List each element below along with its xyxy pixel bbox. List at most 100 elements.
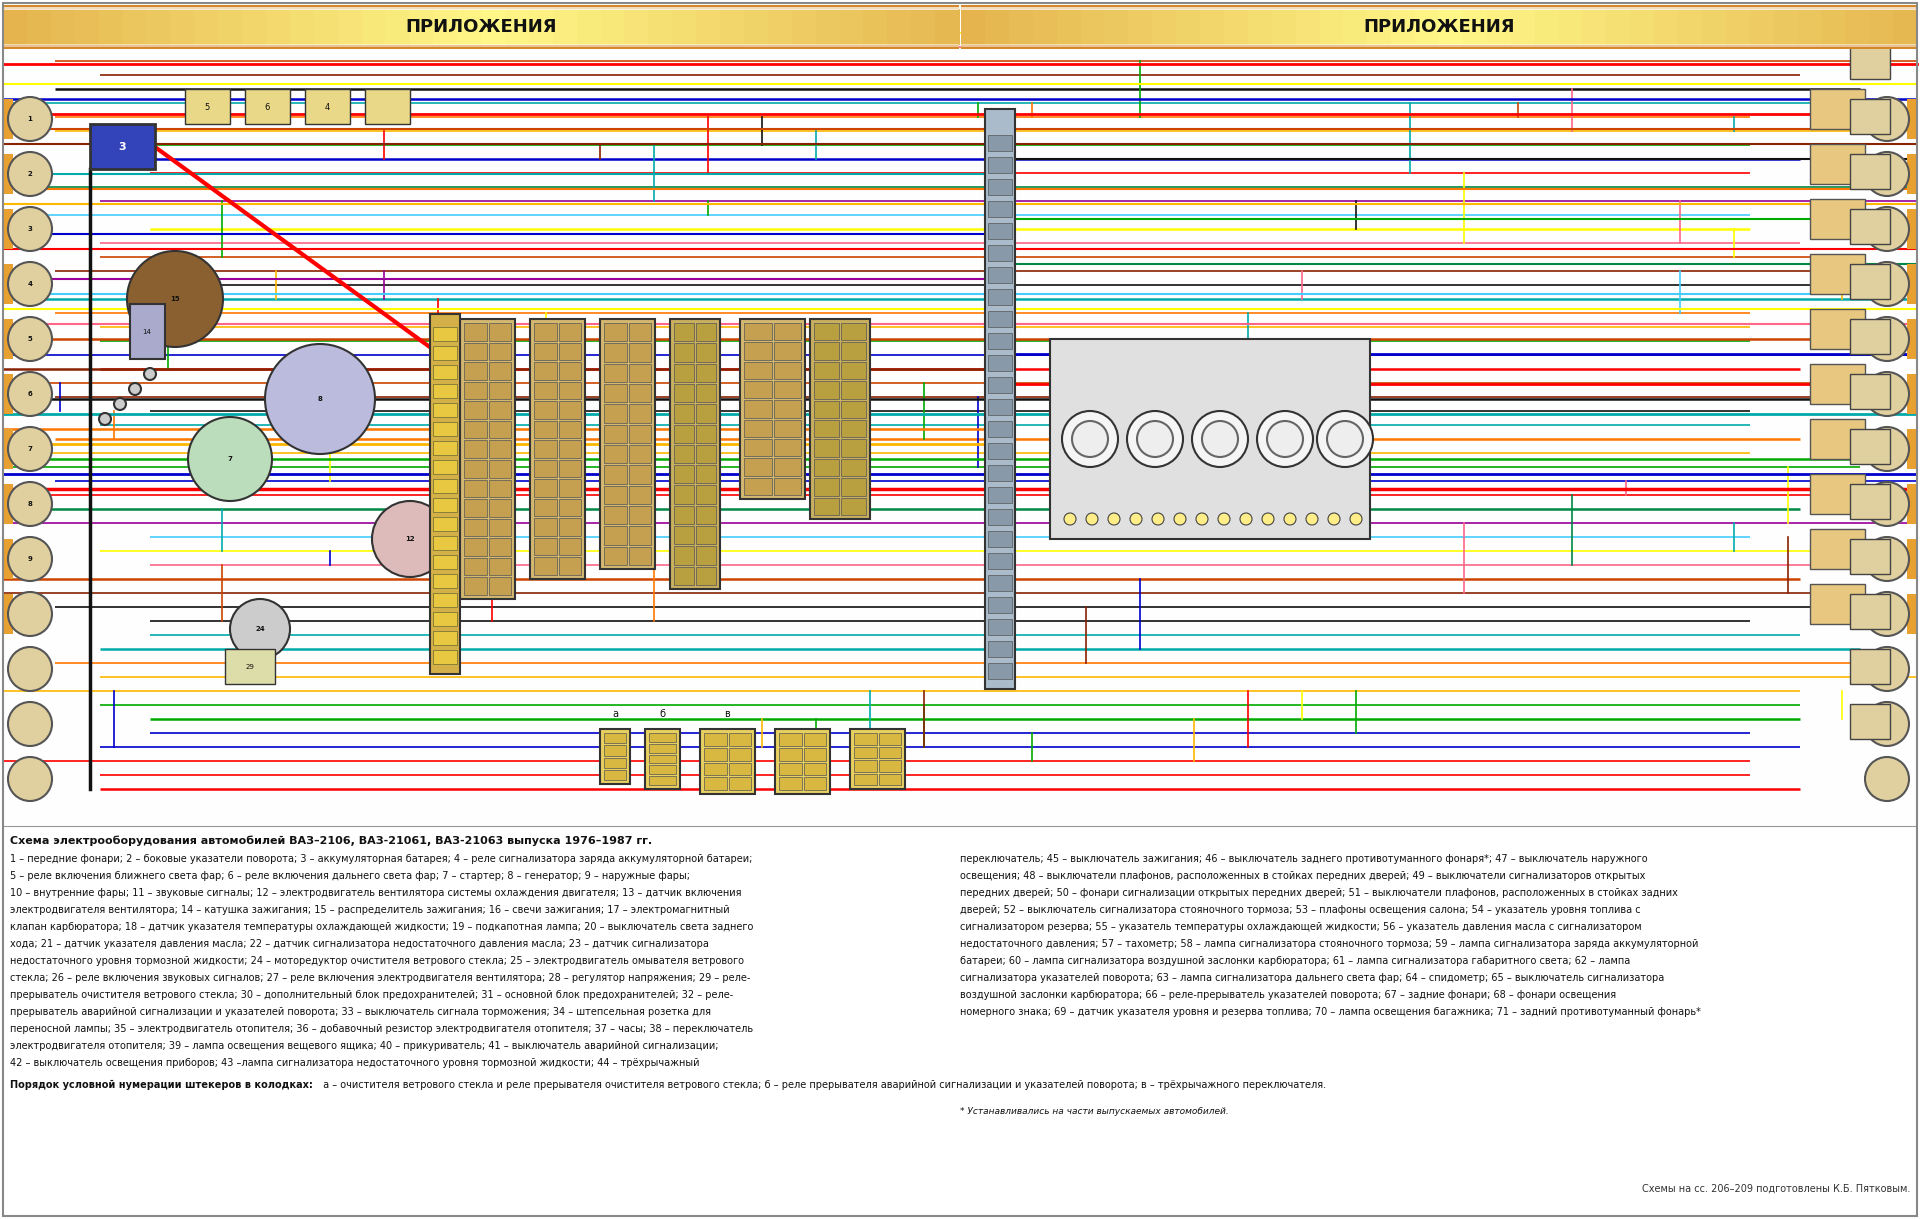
Bar — [599, 319, 655, 569]
Circle shape — [1131, 513, 1142, 525]
Circle shape — [230, 599, 290, 659]
Bar — [628, 363, 651, 382]
Circle shape — [8, 592, 52, 636]
Bar — [1033, 9, 1058, 45]
Bar — [1811, 199, 1864, 239]
Bar — [1344, 9, 1369, 45]
Bar — [559, 401, 582, 418]
Bar — [534, 538, 557, 556]
Bar — [774, 478, 801, 495]
Bar — [465, 558, 486, 575]
Bar — [559, 362, 582, 379]
Bar — [1851, 99, 1889, 134]
Bar — [649, 9, 674, 45]
Bar — [434, 384, 457, 397]
Bar — [434, 346, 457, 360]
Bar — [1845, 9, 1870, 45]
Bar — [1907, 265, 1916, 304]
Bar — [559, 479, 582, 497]
Bar — [461, 319, 515, 599]
Bar — [576, 9, 601, 45]
Bar — [695, 424, 716, 442]
Circle shape — [1350, 513, 1361, 525]
Bar — [131, 304, 165, 360]
Bar — [1851, 208, 1889, 244]
Bar — [780, 733, 801, 746]
Text: клапан карбюратора; 18 – датчик указателя температуры охлаждающей жидкости; 19 –: клапан карбюратора; 18 – датчик указател… — [10, 922, 753, 933]
Circle shape — [8, 702, 52, 746]
Bar — [1486, 9, 1511, 45]
Bar — [839, 9, 864, 45]
Text: в: в — [724, 709, 730, 719]
Bar — [488, 539, 511, 556]
Bar — [482, 9, 505, 45]
Bar — [1851, 429, 1889, 464]
Bar — [1907, 319, 1916, 360]
Text: 29: 29 — [246, 664, 255, 670]
Bar — [774, 323, 801, 340]
Bar — [409, 9, 434, 45]
Circle shape — [1864, 702, 1908, 746]
Bar — [1907, 374, 1916, 414]
Circle shape — [1202, 421, 1238, 457]
Bar — [1630, 9, 1655, 45]
Bar — [4, 44, 958, 48]
Bar — [1907, 484, 1916, 524]
Bar — [290, 9, 315, 45]
Bar — [457, 9, 482, 45]
Bar — [98, 9, 123, 45]
Bar — [488, 362, 511, 379]
Bar — [628, 323, 651, 341]
Bar — [628, 527, 651, 545]
Bar — [989, 575, 1012, 591]
Circle shape — [1152, 513, 1164, 525]
Bar — [649, 733, 676, 742]
Bar — [434, 327, 457, 341]
Bar — [814, 497, 839, 514]
Bar — [695, 485, 716, 503]
Bar — [645, 729, 680, 789]
Bar — [989, 464, 1012, 482]
Bar — [816, 9, 841, 45]
Bar — [465, 343, 486, 360]
Bar — [365, 89, 411, 124]
Bar — [697, 9, 722, 45]
Bar — [989, 201, 1012, 217]
Bar — [1296, 9, 1321, 45]
Circle shape — [1864, 538, 1908, 581]
Bar — [841, 497, 866, 514]
Bar — [1726, 9, 1751, 45]
Circle shape — [100, 413, 111, 425]
Bar — [670, 319, 720, 589]
Bar — [605, 363, 626, 382]
Bar — [1907, 99, 1916, 139]
Bar — [1749, 9, 1774, 45]
Bar — [488, 323, 511, 340]
Bar — [465, 401, 486, 419]
Bar — [745, 439, 772, 456]
Text: 9: 9 — [27, 556, 33, 562]
Circle shape — [1258, 411, 1313, 467]
Bar — [559, 323, 582, 340]
Bar — [605, 424, 626, 442]
Bar — [628, 384, 651, 402]
Circle shape — [1240, 513, 1252, 525]
Bar — [1582, 9, 1607, 45]
Bar — [774, 419, 801, 436]
Bar — [50, 9, 75, 45]
Bar — [219, 9, 244, 45]
Bar — [553, 9, 578, 45]
Circle shape — [1864, 647, 1908, 691]
Bar — [1392, 9, 1417, 45]
Bar — [4, 374, 13, 414]
Circle shape — [8, 317, 52, 361]
Text: электродвигателя отопителя; 39 – лампа освещения вещевого ящика; 40 – прикуриват: электродвигателя отопителя; 39 – лампа о… — [10, 1041, 718, 1051]
Bar — [1248, 9, 1273, 45]
Bar — [705, 763, 726, 775]
Bar — [935, 9, 960, 45]
Bar — [674, 546, 693, 564]
Bar — [989, 641, 1012, 657]
Bar — [989, 442, 1012, 460]
Bar — [605, 405, 626, 423]
Text: батареи; 60 – лампа сигнализатора воздушной заслонки карбюратора; 61 – лампа сиг: батареи; 60 – лампа сигнализатора воздуш… — [960, 956, 1630, 965]
